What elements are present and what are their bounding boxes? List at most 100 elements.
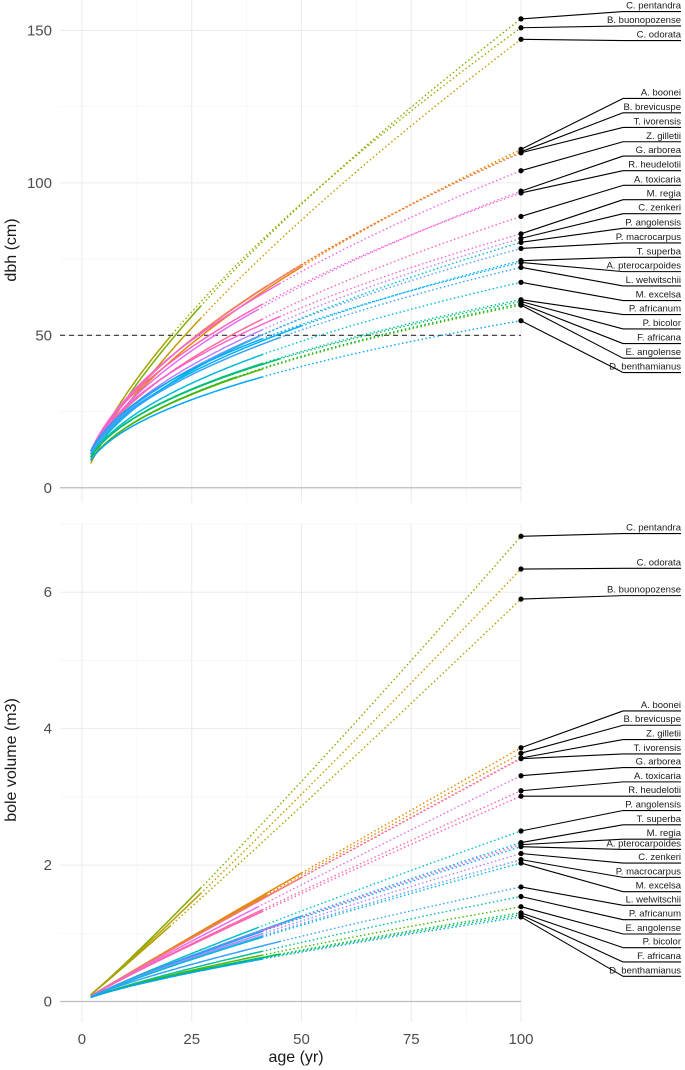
projection-g-arborea <box>257 775 522 908</box>
endpoint-d-benthamianus <box>518 318 524 324</box>
dbh-curves <box>90 18 522 464</box>
projection-p-angolensis <box>257 830 522 929</box>
projection-c-odorata <box>199 38 522 319</box>
leader-a-boonei <box>520 97 624 150</box>
leader-b-brevicuspe <box>520 724 624 754</box>
endpoint-p-angolensis <box>518 828 524 834</box>
label-t-ivorensis: T. ivorensis <box>633 116 681 127</box>
label-e-angolense: E. angolense <box>626 347 681 358</box>
label-a-pterocarpoides: A. pterocarpoides <box>607 261 682 272</box>
label-d-benthamianus: D. benthamianus <box>609 362 681 373</box>
endpoint-b-buonopozense <box>518 596 524 602</box>
leader-a-toxicaria <box>520 184 624 217</box>
endpoint-m-regia <box>518 231 524 237</box>
label-c-odorata: C. odorata <box>637 557 682 568</box>
leader-b-buonopozense <box>520 25 624 29</box>
projection-a-pterocarpoides <box>261 261 522 340</box>
endpoint-p-africanum <box>518 893 524 900</box>
projection-a-pterocarpoides <box>261 846 522 933</box>
age-axis-title: age (yr) <box>268 1049 323 1066</box>
projection-b-brevicuspe <box>266 752 522 896</box>
observed-l-welwitschii <box>90 940 280 998</box>
label-f-africana: F. africana <box>637 951 682 962</box>
label-c-pentandra: C. pentandra <box>626 1 682 12</box>
observed-p-bicolor <box>90 358 280 458</box>
leader-e-angolense <box>520 304 624 359</box>
leader-p-bicolor <box>520 912 624 949</box>
leader-e-angolense <box>520 906 624 935</box>
label-t-superba: T. superba <box>637 814 682 825</box>
y-tick-label: 2 <box>44 857 52 874</box>
projection-f-africana <box>235 302 522 378</box>
observed-e-angolense <box>90 368 263 461</box>
label-b-buonopozense: B. buonopozense <box>607 15 681 26</box>
leader-c-zenkeri <box>520 213 624 239</box>
leader-r-heudelotii <box>520 170 624 194</box>
endpoint-c-zenkeri <box>518 235 524 241</box>
y-tick-label: 100 <box>27 175 52 192</box>
leader-a-toxicaria <box>520 781 624 792</box>
leader-l-welwitschii <box>520 266 624 287</box>
observed-m-regia <box>90 316 280 452</box>
observed-c-zenkeri <box>90 329 263 455</box>
projection-p-macrocarpus <box>261 247 522 336</box>
leader-a-pterocarpoides <box>520 261 624 273</box>
leader-b-brevicuspe <box>520 112 624 153</box>
label-g-arborea: G. arborea <box>636 757 682 768</box>
projection-r-heudelotii <box>261 192 522 306</box>
endpoint-m-excelsa <box>518 860 524 866</box>
label-c-pentandra: C. pentandra <box>626 523 682 534</box>
volume-axis-title: bole volume (m3) <box>3 698 20 822</box>
label-c-zenkeri: C. zenkeri <box>638 203 681 214</box>
x-tick-label: 75 <box>403 1031 420 1048</box>
label-r-heudelotii: R. heudelotii <box>628 160 681 171</box>
observed-p-angolensis <box>90 336 258 458</box>
observed-d-benthamianus <box>90 376 263 461</box>
label-p-africanum: P. africanum <box>629 909 681 920</box>
leader-m-regia <box>520 838 624 846</box>
label-e-angolense: E. angolense <box>626 923 681 934</box>
volume-panel: 0 25 50 75 100 0 2 4 6 C. pentandra C. odorata B. b… <box>44 523 682 1048</box>
leader-g-arborea <box>520 155 624 192</box>
observed-d-benthamianus <box>90 958 263 999</box>
observed-m-excelsa <box>90 353 263 458</box>
leader-z-gilletii <box>520 141 624 172</box>
projection-f-africana <box>235 914 522 964</box>
x-tick-label: 50 <box>293 1031 310 1048</box>
leader-t-superba <box>520 824 624 844</box>
endpoint-c-odorata <box>518 36 524 42</box>
leader-p-africanum <box>520 895 624 921</box>
leader-l-welwitschii <box>520 886 624 906</box>
observed-a-pterocarpoides <box>90 338 263 452</box>
projection-p-africanum <box>261 299 522 365</box>
projection-m-excelsa <box>261 862 522 938</box>
endpoint-c-zenkeri <box>518 850 524 857</box>
leader-f-africana <box>520 303 624 345</box>
projection-c-pentandra <box>199 18 522 307</box>
label-z-gilletii: Z. gilletii <box>646 131 681 142</box>
leader-m-excelsa <box>520 281 624 302</box>
volume-labels: C. pentandra C. odorata B. buonopozense A. … <box>518 523 682 977</box>
projection-t-ivorensis <box>301 152 522 266</box>
observed-t-superba <box>90 325 302 455</box>
label-r-heudelotii: R. heudelotii <box>628 785 681 796</box>
observed-z-gilletii <box>90 283 280 452</box>
y-tick-label: 6 <box>44 584 52 601</box>
leader-t-ivorensis <box>520 753 624 760</box>
leader-t-ivorensis <box>520 126 624 154</box>
label-a-toxicaria: A. toxicaria <box>634 174 682 185</box>
endpoint-r-heudelotii <box>518 793 524 799</box>
y-tick-label: 0 <box>44 480 52 497</box>
projection-t-ivorensis <box>301 758 522 879</box>
leader-a-boonei <box>520 710 624 749</box>
projection-a-toxicaria <box>261 215 522 320</box>
endpoint-c-pentandra <box>518 533 524 539</box>
endpoint-l-welwitschii <box>518 264 524 270</box>
label-m-excelsa: M. excelsa <box>636 881 682 892</box>
endpoint-z-gilletii <box>518 168 524 174</box>
leader-t-superba <box>520 256 624 262</box>
endpoint-a-pterocarpoides <box>518 259 524 266</box>
endpoint-c-pentandra <box>518 16 524 22</box>
projection-p-bicolor <box>279 912 522 955</box>
label-b-brevicuspe: B. brevicuspe <box>623 714 681 725</box>
